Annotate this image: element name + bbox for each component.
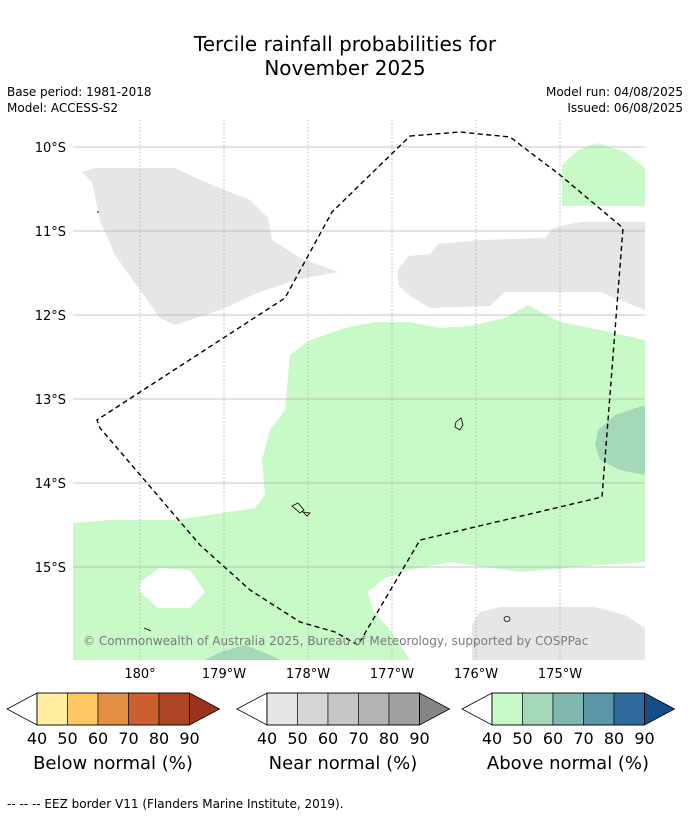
base-period: Base period: 1981-2018 [7,85,152,99]
colorbar-title-near: Near normal (%) [268,753,418,774]
lon-label: 176°W [454,667,498,682]
island [291,502,305,514]
colorbar-tick-label: 40 [27,729,47,748]
colorbar-under-arrow [6,692,38,726]
colorbar-above-normal: 40 50 60 70 80 90 [461,692,676,748]
graticule [73,146,645,568]
colorbar-over-arrow [644,692,676,726]
above-normal-region [562,143,645,206]
colorbar-tick-label: 80 [604,729,624,748]
colorbar-swatch-below-normal [128,692,160,726]
colorbar-swatch-below-normal [36,692,68,726]
colorbar-tick-label: 60 [318,729,338,748]
colorbar-tick-label: 50 [287,729,307,748]
lat-label: 14°S [35,477,66,492]
colorbar-swatch-near-normal [266,692,298,726]
copyright-text: © Commonwealth of Australia 2025, Bureau… [83,634,588,648]
colorbar-tick-label: 90 [634,729,654,748]
model-run: Model run: 04/08/2025 [545,85,683,99]
island [454,417,464,431]
island [301,511,311,517]
colorbar-swatch-above-normal [583,692,615,726]
colorbar-over-arrow [189,692,221,726]
lon-label: 177°W [370,667,414,682]
colorbar-tick-label: 90 [179,729,199,748]
colorbar-title-below: Below normal (%) [33,753,193,774]
colorbar-swatch-above-normal [491,692,523,726]
lat-label: 10°S [35,141,66,156]
colorbar-tick-label: 80 [379,729,399,748]
colorbar-swatch-near-normal [327,692,359,726]
no-signal-area [140,568,205,608]
colorbar-outline [266,692,420,726]
lat-label: 15°S [35,561,66,576]
colorbar-tick-label: 70 [348,729,368,748]
colorbar-outline [36,692,190,726]
colorbar-tick-label: 50 [512,729,532,748]
colorbar-swatch-below-normal [158,692,190,726]
map-title-line2: November 2025 [264,56,426,80]
lat-label: 11°S [35,225,66,240]
colorbar-swatch-below-normal [67,692,99,726]
issued-date: Issued: 06/08/2025 [567,101,683,115]
colorbar-swatch-above-normal [552,692,584,726]
colorbar-outline [491,692,645,726]
colorbar-swatch-near-normal [297,692,329,726]
colorbar-under-arrow [236,692,268,726]
island [143,627,152,632]
lon-label: 180° [124,667,155,682]
eez-border [96,131,624,646]
lon-label: 178°W [286,667,330,682]
colorbar-tick-label: 70 [118,729,138,748]
above-normal-region [595,405,645,475]
colorbar-tick-label: 40 [257,729,277,748]
near-normal-region [398,222,645,310]
island [97,211,99,213]
colorbar-tick-label: 80 [149,729,169,748]
eez-footnote: -- -- -- EEZ border V11 (Flanders Marine… [7,797,344,811]
colorbar-tick-label: 60 [88,729,108,748]
colorbar-swatch-near-normal [358,692,390,726]
island [503,616,511,622]
colorbar-tick-label: 70 [573,729,593,748]
colorbar-near-normal: 40 50 60 70 80 90 [236,692,451,748]
colorbar-over-arrow [419,692,451,726]
colorbar-swatch-above-normal [613,692,645,726]
lon-label: 175°W [538,667,582,682]
probability-regions [73,143,645,660]
colorbar-below-normal: 40 50 60 70 80 90 [6,692,221,748]
colorbar-title-above: Above normal (%) [486,753,650,774]
near-normal-region [472,607,645,660]
model-name: Model: ACCESS-S2 [7,101,119,115]
lat-label: 13°S [35,393,66,408]
colorbar-swatch-above-normal [522,692,554,726]
colorbar-tick-label: 60 [543,729,563,748]
colorbar-tick-label: 50 [57,729,77,748]
colorbar-tick-label: 90 [409,729,429,748]
map-title-line1: Tercile rainfall probabilities for [193,32,497,56]
lon-label: 179°W [202,667,246,682]
colorbar-under-arrow [461,692,493,726]
near-normal-region [82,168,338,325]
colorbar-swatch-below-normal [97,692,129,726]
above-normal-region [73,305,645,660]
colorbar-swatch-near-normal [388,692,420,726]
meridians [139,120,561,660]
lat-label: 12°S [35,309,66,324]
colorbar-tick-label: 40 [482,729,502,748]
